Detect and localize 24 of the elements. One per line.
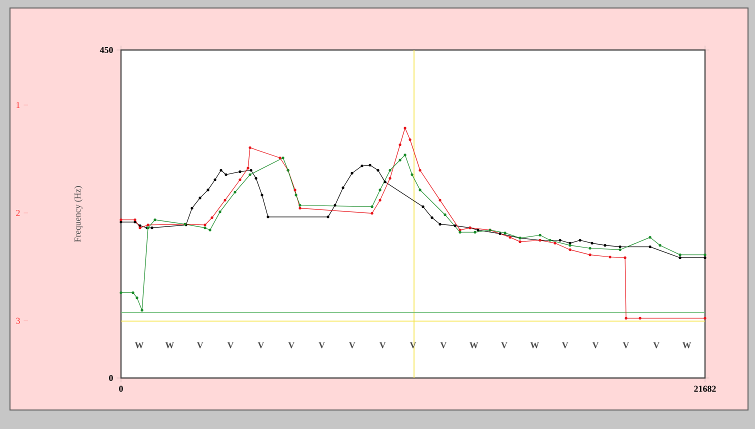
annotation: V (227, 342, 234, 348)
annotation: W (530, 342, 539, 348)
annotation: V (288, 342, 294, 348)
annotation: V (196, 342, 204, 348)
annotation: V (379, 342, 386, 348)
annotation: V (653, 342, 660, 348)
annotation: V (562, 342, 568, 348)
annotation: V (349, 342, 356, 348)
x-tick-label: 21682 (694, 386, 716, 392)
annotation: V (501, 342, 508, 348)
annotation: W (470, 342, 478, 348)
annotation: V (592, 342, 599, 348)
annotation: V (318, 342, 325, 348)
annotation: V (622, 342, 630, 348)
annotation: W (134, 342, 144, 348)
annotation: V (258, 342, 264, 348)
y-tick-label: 450 (100, 46, 113, 54)
annotation: W (682, 342, 692, 348)
y2-tick-label: 1 (16, 102, 20, 108)
y2-tick-label: 2 (16, 210, 20, 216)
y-axis-title: Frequency (Hz) (74, 186, 82, 242)
annotation: W (165, 342, 174, 348)
annotation: V (440, 342, 447, 348)
y2-tick-label: 3 (16, 318, 20, 324)
